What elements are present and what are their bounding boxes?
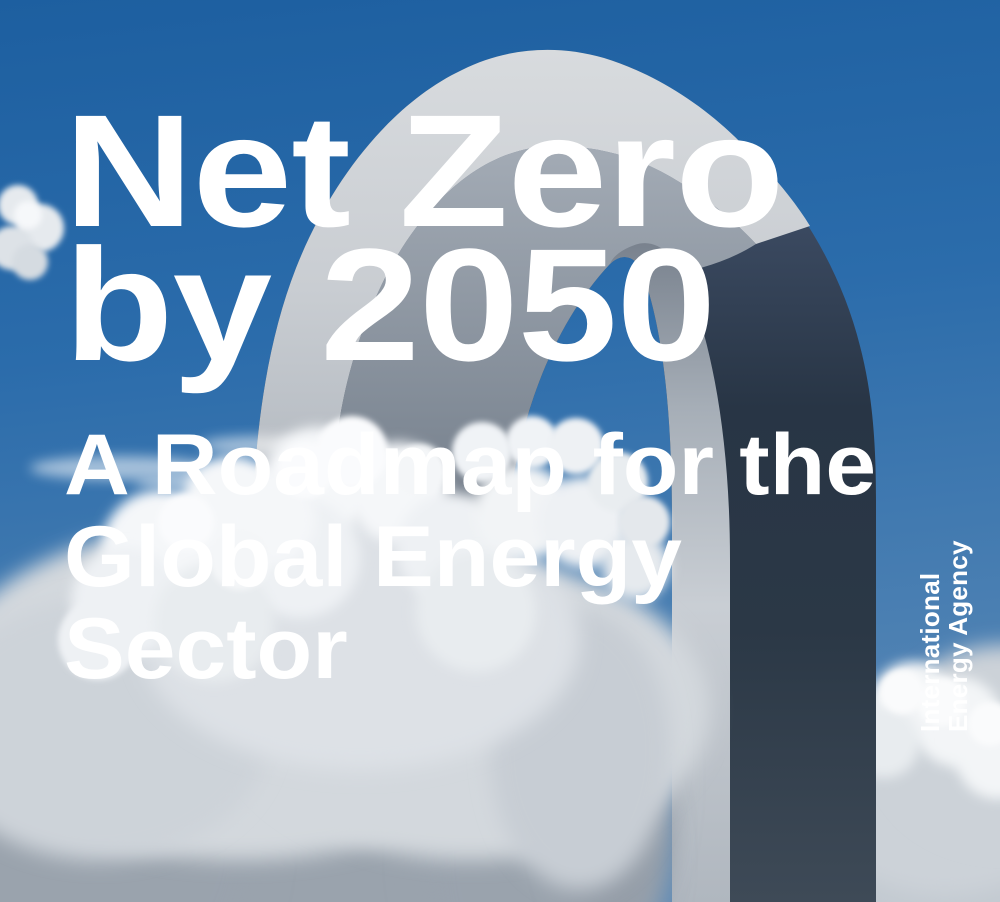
cloud-left-small (0, 185, 64, 280)
subtitle-line-2: Global Energy (64, 509, 683, 605)
publisher-text: International Energy Agency (915, 540, 973, 732)
publisher-line-2: Energy Agency (943, 540, 973, 732)
subtitle-line-1: A Roadmap for the (64, 417, 877, 513)
report-subtitle: A Roadmap for the Global Energy Sector (64, 419, 876, 695)
title-line-1: Net Zero (64, 81, 785, 260)
title-line-2: by 2050 (64, 215, 716, 394)
publisher-line-1: International (915, 572, 945, 732)
report-title: Net Zero by 2050 (64, 91, 785, 385)
arch-light-top (252, 49, 810, 902)
subtitle-line-3: Sector (64, 601, 348, 697)
cloud-bottom-left (0, 416, 710, 902)
publisher-vertical-label: International Energy Agency (915, 540, 976, 732)
